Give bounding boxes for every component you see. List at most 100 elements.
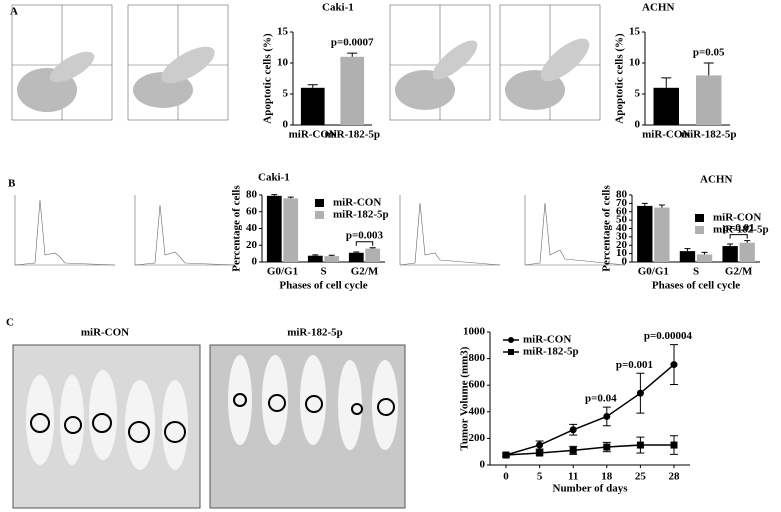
error-bar bbox=[661, 77, 672, 88]
bar bbox=[266, 195, 282, 262]
legend-marker bbox=[508, 337, 514, 343]
point bbox=[636, 389, 644, 397]
x-tick-label: miR-182-5p bbox=[324, 129, 380, 141]
x-axis-label: Phases of cell cycle bbox=[652, 280, 740, 292]
legend-swatch bbox=[315, 199, 324, 207]
error-bar bbox=[641, 202, 648, 206]
panel-label: C bbox=[6, 317, 14, 329]
annotation: p=0.00004 bbox=[644, 330, 693, 342]
x-tick-label: G0/G1 bbox=[638, 266, 669, 278]
x-tick-label: 11 bbox=[568, 471, 578, 483]
y-tick-label: 5 bbox=[635, 88, 641, 100]
y-tick-label: 0 bbox=[635, 119, 641, 131]
point bbox=[536, 449, 544, 457]
y-tick-label: 15 bbox=[629, 26, 641, 38]
point bbox=[569, 426, 577, 434]
series-line bbox=[505, 444, 674, 456]
y-tick-label: 0 bbox=[480, 459, 486, 471]
error-bar bbox=[703, 62, 714, 76]
bar bbox=[300, 87, 325, 125]
error-bar bbox=[727, 243, 734, 247]
panel-label: A bbox=[10, 6, 18, 18]
chart-title: ACHN bbox=[642, 2, 674, 14]
bar bbox=[722, 246, 738, 262]
annotation: p=0.04 bbox=[585, 393, 617, 405]
x-tick-label: S bbox=[693, 266, 699, 278]
photo-label: miR-CON bbox=[81, 327, 129, 339]
y-tick-label: 800 bbox=[469, 352, 486, 364]
bar bbox=[324, 256, 340, 262]
x-tick-label: miR-182-5p bbox=[681, 129, 737, 141]
x-tick-label: miR-CON bbox=[642, 129, 690, 141]
legend-label: miR-CON bbox=[333, 197, 381, 209]
y-tick-label: 0 bbox=[622, 256, 628, 268]
y-axis-label: Percentage of cells bbox=[601, 185, 613, 272]
error-bar bbox=[658, 204, 665, 208]
bar bbox=[283, 198, 299, 262]
y-tick-label: 30 bbox=[616, 230, 628, 242]
y-tick-label: 200 bbox=[469, 432, 486, 444]
y-axis-label: Tumor Volume (mm3) bbox=[459, 346, 471, 450]
x-tick-label: 25 bbox=[635, 471, 647, 483]
point bbox=[502, 451, 510, 459]
y-tick-label: 70 bbox=[616, 197, 628, 209]
annotation: p=0.05 bbox=[693, 47, 725, 59]
legend-label: miR-182-5p bbox=[713, 224, 769, 236]
y-tick-label: 20 bbox=[246, 239, 258, 251]
point bbox=[603, 412, 611, 420]
y-tick-label: 600 bbox=[469, 379, 486, 391]
bar bbox=[679, 251, 696, 262]
y-tick-label: 10 bbox=[629, 57, 641, 69]
y-tick-label: 1000 bbox=[463, 326, 486, 338]
error-bar bbox=[287, 196, 294, 199]
legend-swatch bbox=[695, 214, 704, 222]
bar bbox=[696, 75, 722, 125]
x-tick-label: G0/G1 bbox=[267, 266, 298, 278]
y-axis-label: Apoptotic cells (%) bbox=[262, 33, 274, 124]
x-tick-label: 0 bbox=[503, 471, 509, 483]
x-tick-label: G2/M bbox=[725, 266, 753, 278]
y-tick-label: 5 bbox=[283, 88, 289, 100]
point bbox=[636, 441, 644, 449]
significance-bracket bbox=[729, 234, 748, 239]
legend-marker bbox=[508, 349, 514, 355]
error-bar bbox=[328, 254, 335, 257]
legend-swatch bbox=[315, 211, 324, 219]
annotation: p=0.01 bbox=[723, 222, 755, 234]
annotation: p=0.001 bbox=[616, 359, 653, 371]
error-bar bbox=[312, 254, 319, 256]
error-bar bbox=[369, 247, 376, 249]
error-bar bbox=[684, 248, 691, 252]
error-bar bbox=[744, 240, 751, 243]
panel-label: B bbox=[8, 178, 16, 190]
y-tick-label: 0 bbox=[283, 119, 289, 131]
point bbox=[603, 443, 611, 451]
y-axis-label: Percentage of cells bbox=[231, 185, 243, 272]
mouse-photo bbox=[12, 344, 201, 509]
significance-bracket bbox=[355, 241, 374, 246]
y-tick-label: 400 bbox=[469, 405, 486, 417]
bar bbox=[653, 87, 679, 125]
y-tick-label: 60 bbox=[246, 205, 258, 217]
photo-label: miR-182-5p bbox=[287, 327, 343, 339]
error-bar bbox=[701, 251, 708, 255]
chart-title: Caki-1 bbox=[258, 172, 290, 184]
y-tick-label: 10 bbox=[616, 247, 628, 259]
legend-label: miR-182-5p bbox=[523, 346, 579, 358]
point bbox=[536, 441, 544, 449]
bar bbox=[696, 254, 713, 262]
x-axis-label: Phases of cell cycle bbox=[279, 280, 367, 292]
y-tick-label: 80 bbox=[246, 189, 258, 201]
y-tick-label: 15 bbox=[277, 26, 289, 38]
x-tick-label: 5 bbox=[537, 471, 543, 483]
bar bbox=[654, 207, 670, 262]
legend-label: miR-CON bbox=[713, 212, 761, 224]
y-tick-label: 20 bbox=[616, 239, 628, 251]
y-tick-label: 50 bbox=[616, 214, 628, 226]
x-tick-label: miR-CON bbox=[289, 129, 337, 141]
legend-swatch bbox=[695, 226, 704, 234]
annotation: p=0.003 bbox=[346, 229, 384, 241]
y-tick-label: 80 bbox=[616, 189, 628, 201]
y-axis-label: Apoptotic cells (%) bbox=[614, 33, 626, 124]
bar bbox=[637, 205, 653, 262]
